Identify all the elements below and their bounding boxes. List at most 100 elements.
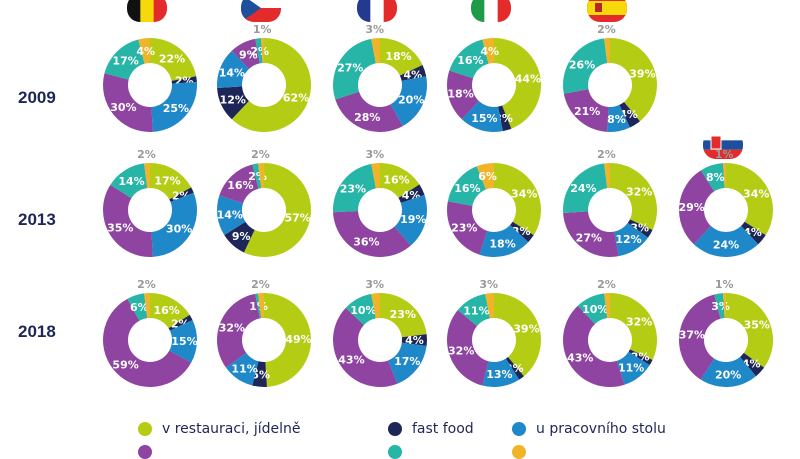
donut-segment-2009-belgium-4 <box>104 39 145 80</box>
legend-marker <box>512 445 526 459</box>
data-label: 32% <box>219 321 245 334</box>
donut-segment-2018-france-2 <box>388 342 427 384</box>
legend-label: u pracovního stolu <box>536 421 666 437</box>
data-label: 24% <box>570 182 596 195</box>
data-label: 17% <box>394 355 420 368</box>
data-label: 2% <box>137 148 156 161</box>
donut-segment-2013-czech-republic-2 <box>217 195 246 236</box>
donut-segment-2013-czech-republic-3 <box>219 164 259 204</box>
data-label: 16% <box>227 179 253 192</box>
donut-segment-2009-spain-1 <box>619 101 640 128</box>
france-flag-icon <box>357 0 397 22</box>
donut-segment-2009-france-1 <box>399 64 427 81</box>
data-label: 27% <box>576 231 602 244</box>
donut-segment-2018-belgium-3 <box>102 298 192 388</box>
donut-segment-2018-italy-1 <box>505 356 524 380</box>
data-label: 17% <box>154 174 180 187</box>
data-label: 15% <box>171 335 197 348</box>
donut-segment-2018-czech-republic-1 <box>252 361 267 387</box>
donut-segment-2009-italy-5 <box>482 38 494 64</box>
donut-segment-2013-italy-5 <box>476 163 494 190</box>
donut-segment-2009-italy-0 <box>494 38 541 129</box>
czech-republic-flag-icon <box>241 0 281 22</box>
data-label: 24% <box>713 239 739 252</box>
italy-flag-icon <box>471 0 511 22</box>
data-label: 23% <box>390 308 416 321</box>
legend-marker <box>388 422 402 436</box>
data-label: 14% <box>118 175 144 188</box>
data-label: 6% <box>130 301 149 314</box>
donut-segment-2018-italy-0 <box>494 293 541 377</box>
donut-segment-2018-spain-3 <box>563 305 625 387</box>
donut-segment-2013-france-1 <box>398 184 425 203</box>
donut-segment-2013-italy-2 <box>479 225 529 257</box>
legend-marker <box>512 422 526 436</box>
donut-segment-2018-czech-republic-2 <box>225 352 259 386</box>
donut-segment-2009-italy-4 <box>449 39 489 79</box>
belgium-flag-icon <box>127 0 167 22</box>
donut-segment-2013-france-0 <box>380 163 420 199</box>
donut-segment-2013-slovakia-4 <box>700 163 725 192</box>
donut-segment-2018-italy-3 <box>447 310 489 386</box>
data-label: 1% <box>253 23 272 36</box>
donut-segment-2018-spain-4 <box>577 293 608 324</box>
donut-segment-2009-france-5 <box>371 38 380 64</box>
donut-segment-2018-france-3 <box>333 307 398 387</box>
data-label: 16% <box>454 182 480 195</box>
data-label: 11% <box>463 304 489 317</box>
data-label: 12% <box>615 233 641 246</box>
donut-segment-2018-czech-republic-0 <box>264 293 312 387</box>
donut-segment-2013-italy-4 <box>447 166 486 206</box>
donut-segment-2009-spain-0 <box>610 38 657 122</box>
data-label: 2% <box>597 23 616 36</box>
donut-segment-2013-belgium-1 <box>169 187 194 202</box>
donut-segment-2009-belgium-2 <box>151 82 197 132</box>
data-label: 16% <box>457 54 483 67</box>
data-label: 59% <box>112 358 138 371</box>
data-label: 12% <box>220 94 246 107</box>
donut-segment-2018-italy-2 <box>482 358 520 387</box>
data-label: 43% <box>338 353 364 366</box>
year-label-2009: 2009 <box>18 88 56 107</box>
data-label: 57% <box>284 212 310 225</box>
data-label: 2% <box>251 148 270 161</box>
data-label: 29% <box>678 201 704 214</box>
data-label: 11% <box>618 361 644 374</box>
data-label: 4% <box>480 45 499 58</box>
donut-segment-2018-czech-republic-3 <box>216 293 260 368</box>
donut-segment-2018-slovakia-3 <box>679 294 721 380</box>
data-label: 32% <box>448 345 474 358</box>
donut-segment-2018-slovakia-5 <box>723 293 726 319</box>
donut-segment-2018-france-5 <box>371 293 380 319</box>
donut-segment-2013-belgium-2 <box>151 192 197 257</box>
data-label: 18% <box>447 88 473 101</box>
data-label: 20% <box>715 368 741 381</box>
legend-item-4 <box>138 445 152 459</box>
donut-segment-2018-spain-0 <box>610 293 657 361</box>
legend-marker <box>138 445 152 459</box>
data-label: 22% <box>159 52 185 65</box>
donut-segment-2009-spain-3 <box>563 89 609 132</box>
donut-segment-2009-spain-2 <box>607 104 631 132</box>
data-label: 34% <box>743 187 769 200</box>
donut-segment-2009-belgium-3 <box>102 73 153 132</box>
donut-segment-2009-belgium-0 <box>150 38 197 81</box>
donut-segment-2018-france-1 <box>401 334 427 346</box>
data-label: 5% <box>251 368 270 381</box>
donut-segment-2009-belgium-1 <box>171 76 197 84</box>
donut-segment-2009-france-0 <box>380 38 423 76</box>
legend-marker <box>138 422 152 436</box>
legend-label: v restauraci, jídelně <box>162 421 301 437</box>
legend-item-restaurant: v restauraci, jídelně <box>138 421 301 437</box>
donut-segment-2009-spain-5 <box>604 38 610 64</box>
data-label: 30% <box>166 222 192 235</box>
data-label: 13% <box>486 368 512 381</box>
data-label: 2% <box>251 278 270 291</box>
data-label: 11% <box>231 363 257 376</box>
donut-segment-2018-czech-republic-5 <box>258 293 264 319</box>
data-label: 32% <box>626 316 652 329</box>
data-label: 21% <box>574 105 600 118</box>
donut-segment-2009-czech-republic-3 <box>231 38 260 69</box>
donut-segment-2013-spain-4 <box>563 163 608 213</box>
donut-segment-2013-belgium-3 <box>103 184 153 257</box>
